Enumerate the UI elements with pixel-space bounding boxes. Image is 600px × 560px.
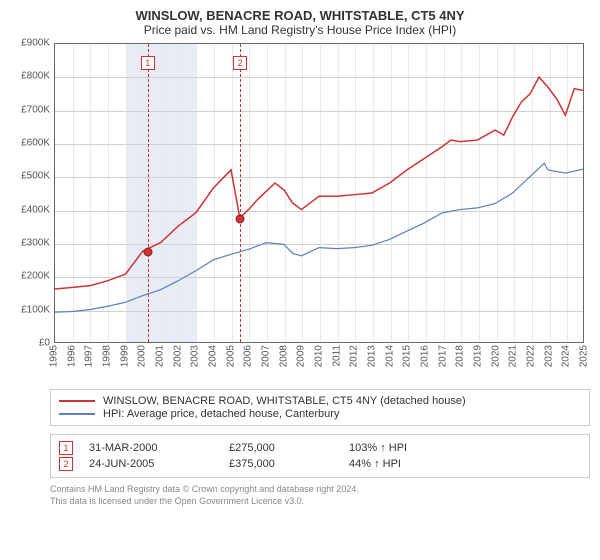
x-tick-label: 2008 (278, 345, 289, 367)
sale-vline (148, 44, 149, 342)
y-tick-label: £400K (21, 204, 50, 215)
sale-row: 1 31-MAR-2000£275,000103% ↑ HPI (59, 441, 581, 455)
legend-swatch (59, 413, 95, 414)
x-tick-label: 2023 (543, 345, 554, 367)
x-tick-label: 2014 (384, 345, 395, 367)
x-tick-label: 2011 (331, 345, 342, 367)
footer-line-1: Contains HM Land Registry data © Crown c… (50, 484, 590, 496)
legend: WINSLOW, BENACRE ROAD, WHITSTABLE, CT5 4… (50, 389, 590, 426)
legend-row: HPI: Average price, detached house, Cant… (59, 408, 581, 420)
x-tick-label: 2022 (526, 345, 537, 367)
sale-dot (143, 248, 152, 257)
x-tick-label: 2012 (349, 345, 360, 367)
x-tick-label: 2004 (208, 345, 219, 367)
sale-price: £375,000 (229, 458, 349, 470)
x-tick-label: 2018 (455, 345, 466, 367)
x-tick-label: 1996 (66, 345, 77, 367)
x-tick-label: 2001 (155, 345, 166, 367)
footer-line-2: This data is licensed under the Open Gov… (50, 496, 590, 508)
y-tick-label: £800K (21, 71, 50, 82)
legend-label: HPI: Average price, detached house, Cant… (103, 408, 339, 420)
x-tick-label: 2015 (402, 345, 413, 367)
sale-date: 24-JUN-2005 (89, 458, 229, 470)
y-tick-label: £900K (21, 38, 50, 49)
x-tick-label: 1999 (119, 345, 130, 367)
plot-area: 12 (54, 43, 584, 343)
sale-vline (240, 44, 241, 342)
y-tick-label: £600K (21, 138, 50, 149)
x-tick-label: 2010 (314, 345, 325, 367)
x-tick-label: 2000 (137, 345, 148, 367)
sale-price: £275,000 (229, 442, 349, 454)
x-tick-label: 2009 (296, 345, 307, 367)
x-tick-label: 2024 (561, 345, 572, 367)
sale-row: 2 24-JUN-2005£375,00044% ↑ HPI (59, 457, 581, 471)
y-axis: £0£100K£200K£300K£400K£500K£600K£700K£80… (10, 43, 54, 343)
y-tick-label: £700K (21, 104, 50, 115)
sale-marker-box: 2 (233, 56, 247, 70)
x-tick-label: 2013 (367, 345, 378, 367)
x-tick-label: 2003 (190, 345, 201, 367)
sale-rel: 103% ↑ HPI (349, 442, 469, 454)
x-tick-label: 2017 (437, 345, 448, 367)
y-tick-label: £200K (21, 271, 50, 282)
chart-container: WINSLOW, BENACRE ROAD, WHITSTABLE, CT5 4… (0, 0, 600, 515)
footer: Contains HM Land Registry data © Crown c… (50, 484, 590, 507)
y-tick-label: £300K (21, 238, 50, 249)
sale-row-box: 2 (59, 457, 73, 471)
sale-date: 31-MAR-2000 (89, 442, 229, 454)
x-tick-label: 2007 (261, 345, 272, 367)
chart-subtitle: Price paid vs. HM Land Registry's House … (10, 23, 590, 37)
x-tick-label: 1997 (84, 345, 95, 367)
sale-dot (236, 215, 245, 224)
series-line-hpi (55, 163, 583, 312)
series-line-property (55, 77, 583, 289)
legend-label: WINSLOW, BENACRE ROAD, WHITSTABLE, CT5 4… (103, 395, 466, 407)
sale-marker-box: 1 (141, 56, 155, 70)
sales-table: 1 31-MAR-2000£275,000103% ↑ HPI 2 24-JUN-20… (50, 434, 590, 478)
x-tick-label: 2006 (243, 345, 254, 367)
legend-row: WINSLOW, BENACRE ROAD, WHITSTABLE, CT5 4… (59, 395, 581, 407)
legend-swatch (59, 400, 95, 402)
sale-rel: 44% ↑ HPI (349, 458, 469, 470)
x-tick-label: 2025 (579, 345, 590, 367)
x-tick-label: 1998 (102, 345, 113, 367)
x-tick-label: 2005 (225, 345, 236, 367)
y-tick-label: £500K (21, 171, 50, 182)
x-tick-label: 2016 (420, 345, 431, 367)
x-tick-label: 2021 (508, 345, 519, 367)
y-tick-label: £100K (21, 304, 50, 315)
x-tick-label: 1995 (49, 345, 60, 367)
line-svg (55, 44, 583, 342)
x-tick-label: 2002 (172, 345, 183, 367)
x-axis: 1995199619971998199920002001200220032004… (54, 343, 584, 383)
x-tick-label: 2020 (490, 345, 501, 367)
chart-area: £0£100K£200K£300K£400K£500K£600K£700K£80… (10, 43, 590, 383)
x-tick-label: 2019 (473, 345, 484, 367)
sale-row-box: 1 (59, 441, 73, 455)
chart-title: WINSLOW, BENACRE ROAD, WHITSTABLE, CT5 4… (10, 8, 590, 23)
